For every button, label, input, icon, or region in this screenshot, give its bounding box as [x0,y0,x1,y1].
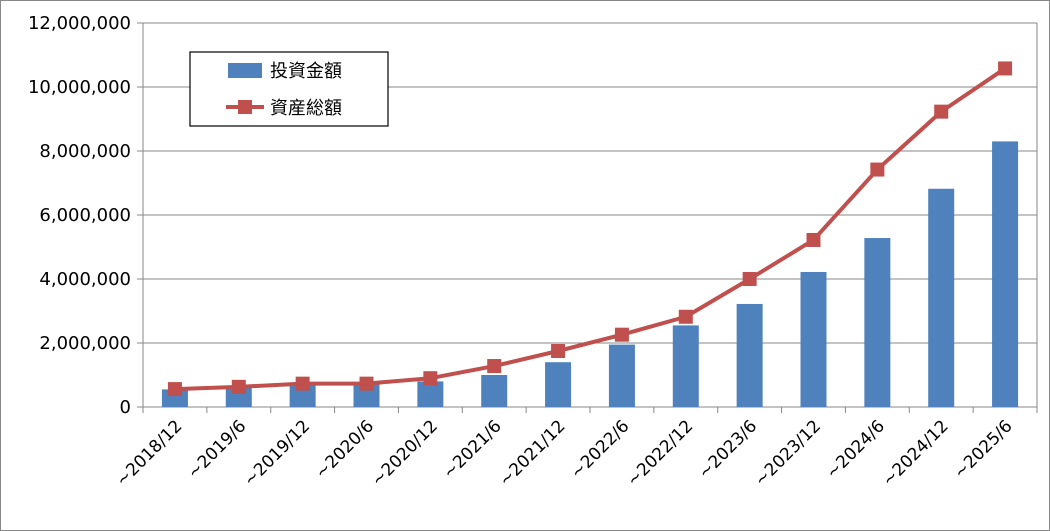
line-point-12 [934,104,949,119]
legend: 投資金額 資産総額 [189,51,389,127]
line-point-6 [551,344,566,358]
line-point-11 [870,162,885,177]
line-point-3 [359,376,374,391]
line-point-9 [742,272,757,286]
legend-label-bar: 投資金額 [270,61,342,82]
legend-label-line: 資産総額 [270,98,342,119]
x-tick-label: ~2019/12 [240,416,314,490]
y-tick-label: 8,000,000 [39,141,131,162]
bar-13 [992,141,1019,407]
x-tick-label: ~2021/12 [495,416,569,490]
bar-4 [417,381,444,407]
bar-8 [672,325,699,407]
x-tick-label: ~2024/12 [879,416,953,490]
x-tick-label: ~2020/12 [368,416,442,490]
x-tick-label: ~2022/12 [623,416,697,490]
legend-box [189,51,389,127]
bar-6 [545,362,572,407]
x-tick-label: ~2024/6 [822,416,889,483]
bar-5 [481,375,508,407]
x-tick-label: ~2022/6 [567,416,634,483]
line-point-10 [806,232,821,247]
y-tick-label: 0 [120,397,131,418]
line-point-0 [167,382,182,397]
line-path [174,66,1007,392]
y-tick-label: 2,000,000 [39,333,131,354]
y-tick-label: 10,000,000 [28,77,131,98]
x-tick-label: ~2023/12 [751,416,825,490]
line-point-4 [423,371,438,386]
line-point-2 [295,376,310,391]
line-point-8 [678,309,693,324]
line-point-7 [614,327,629,342]
y-axis-ticks: 0 2,000,000 4,000,000 6,000,000 8,000,000 10,… [28,13,131,418]
legend-swatch-bar [228,63,262,78]
bar-7 [608,344,635,407]
x-tick-label: ~2020/6 [312,416,379,483]
line-series [167,61,1013,397]
bar-series [161,141,1019,407]
line-point-5 [487,359,502,374]
bar-12 [928,188,955,407]
bar-9 [736,303,763,407]
legend-marker-line [238,100,252,114]
y-tick-label: 4,000,000 [39,269,131,290]
x-axis-ticks: ~2018/12~2019/6~2019/12~2020/6~2020/12~2… [112,416,1016,490]
line-point-1 [231,379,246,394]
x-tick-label: ~2021/6 [439,416,506,483]
x-tick-label: ~2025/6 [950,416,1017,483]
y-tick-label: 6,000,000 [39,205,131,226]
bar-10 [800,271,827,407]
y-tick-label: 12,000,000 [28,13,131,34]
x-tick-label: ~2023/6 [695,416,762,483]
x-tick-label: ~2018/12 [112,416,186,490]
line-point-13 [998,61,1013,76]
x-tick-label: ~2019/6 [184,416,251,483]
bar-11 [864,238,891,407]
